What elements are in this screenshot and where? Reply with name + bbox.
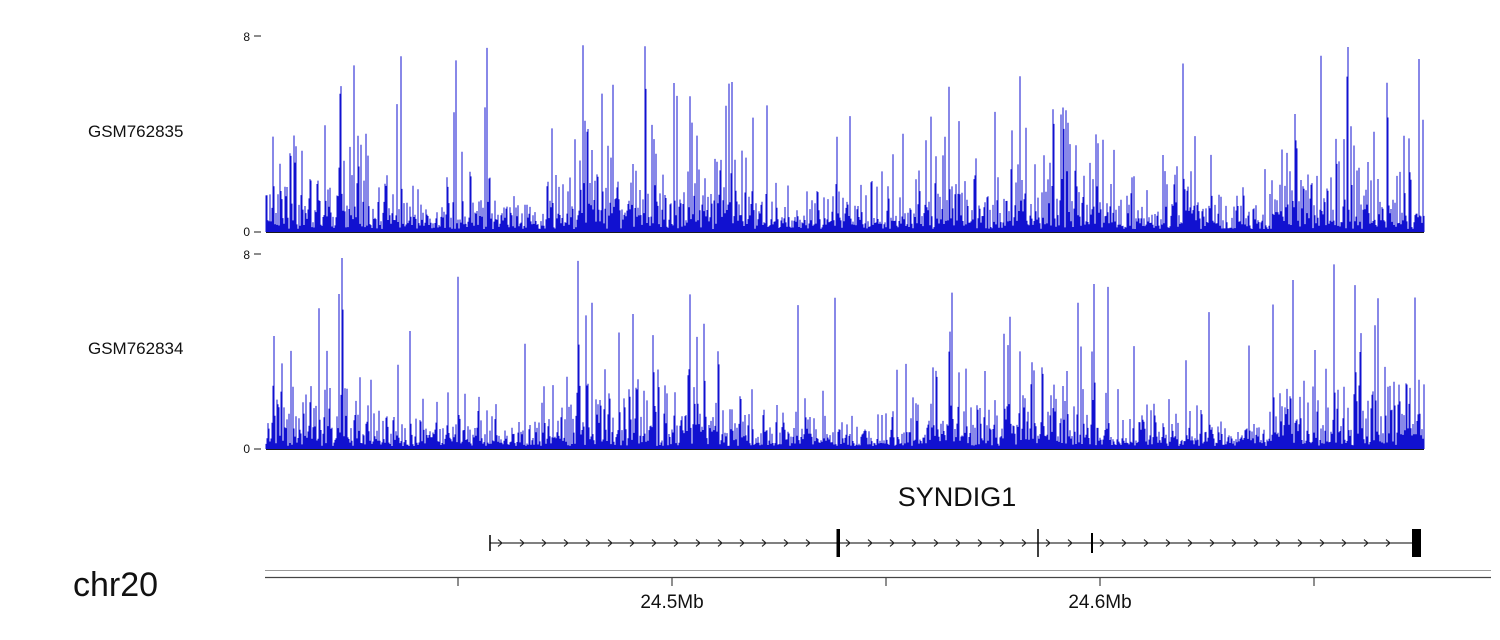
gene-track: SYNDIG1 <box>489 482 1421 557</box>
axis-tick-label-2: 24.6Mb <box>1068 592 1131 613</box>
chromosome-label: chr20 <box>73 566 158 604</box>
gene-name-label: SYNDIG1 <box>898 482 1017 512</box>
exon-mark-2 <box>836 529 840 557</box>
track1-coverage-signal <box>265 45 1425 232</box>
exon-mark-5 <box>1412 529 1421 557</box>
coverage-track-1: GSM762835 8 0 <box>88 30 1425 239</box>
track1-ymin-label: 0 <box>243 225 250 239</box>
track2-coverage-signal <box>265 258 1425 449</box>
track2-ymax-label: 8 <box>243 248 250 262</box>
track1-label: GSM762835 <box>88 122 183 141</box>
track2-label: GSM762834 <box>88 339 183 358</box>
gene-strand-arrows <box>497 539 1391 547</box>
track1-ymax-label: 8 <box>243 30 250 44</box>
track2-ymin-label: 0 <box>243 442 250 456</box>
coverage-track-2: GSM762834 8 0 <box>88 248 1425 456</box>
axis-tick-label-1: 24.5Mb <box>640 592 703 613</box>
genome-axis: 24.5Mb 24.6Mb chr20 <box>73 566 1491 613</box>
